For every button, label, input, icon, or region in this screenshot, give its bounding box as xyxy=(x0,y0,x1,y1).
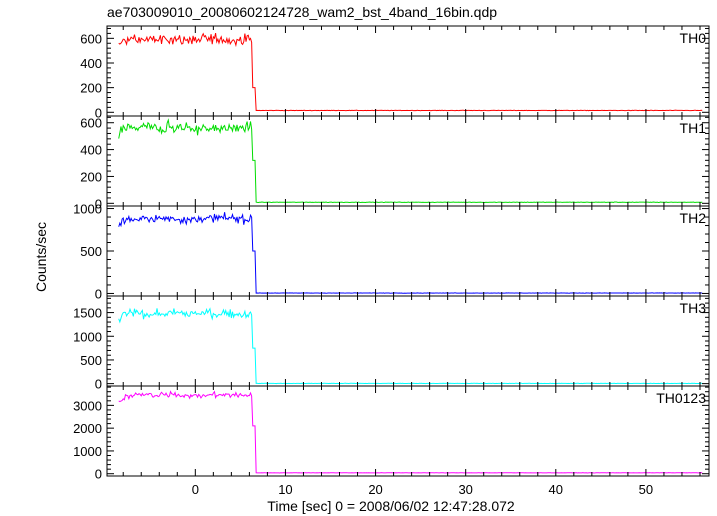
y-tick-label: 0 xyxy=(95,105,102,120)
y-tick-label: 500 xyxy=(80,244,102,259)
x-tick-label: 20 xyxy=(368,482,382,497)
panel-th1: 0 200 400 600 TH1 xyxy=(80,115,710,211)
panel-th3: 0 500 1000 1500 TH3 xyxy=(73,295,710,392)
x-tick-label: 30 xyxy=(458,482,472,497)
y-tick-label: 0 xyxy=(95,467,102,482)
series-line-th2 xyxy=(118,212,703,294)
y-tick-label: 200 xyxy=(80,81,102,96)
panels-group: 0 200 400 600 TH0 0 200 400 600 TH1 0 500 1000 TH2 0 50… xyxy=(73,25,710,482)
y-axis-label: Counts/sec xyxy=(33,222,49,292)
series-line-th0 xyxy=(118,32,703,112)
panel-th0123: 0 1000 2000 3000 TH0123 xyxy=(73,385,710,482)
panel-label-th0123: TH0123 xyxy=(656,390,706,406)
y-tick-label: 2000 xyxy=(73,421,102,436)
y-tick-label: 600 xyxy=(80,31,102,46)
panel-frame xyxy=(106,385,710,477)
x-tick-label: 50 xyxy=(639,482,653,497)
y-tick-label: 1000 xyxy=(73,444,102,459)
plot-title: ae703009010_20080602124728_wam2_bst_4ban… xyxy=(107,4,497,20)
series-line-th3 xyxy=(118,307,703,385)
y-tick-label: 1000 xyxy=(73,329,102,344)
x-tick-label: 40 xyxy=(549,482,563,497)
series-line-th0123 xyxy=(118,390,703,474)
x-tick-label: 10 xyxy=(278,482,292,497)
y-tick-label: 400 xyxy=(80,143,102,158)
y-tick-label: 3000 xyxy=(73,398,102,413)
x-tick-labels: 0 10 20 30 40 50 xyxy=(192,482,653,497)
y-tick-label: 0 xyxy=(95,377,102,392)
y-tick-label: 600 xyxy=(80,116,102,131)
y-tick-label: 400 xyxy=(80,56,102,71)
y-tick-label: 500 xyxy=(80,353,102,368)
series-line-th1 xyxy=(118,118,703,204)
x-axis-label: Time [sec] 0 = 2008/06/02 12:47:28.072 xyxy=(267,498,515,514)
panel-label-th1: TH1 xyxy=(680,120,707,136)
y-tick-label: 0 xyxy=(95,196,102,211)
y-tick-label: 1000 xyxy=(73,202,102,217)
x-tick-label: 0 xyxy=(192,482,199,497)
y-tick-label: 200 xyxy=(80,169,102,184)
panel-label-th0: TH0 xyxy=(680,30,707,46)
panel-label-th3: TH3 xyxy=(680,300,707,316)
y-tick-label: 1500 xyxy=(73,306,102,321)
y-tick-label: 0 xyxy=(95,286,102,301)
panel-label-th2: TH2 xyxy=(680,210,707,226)
